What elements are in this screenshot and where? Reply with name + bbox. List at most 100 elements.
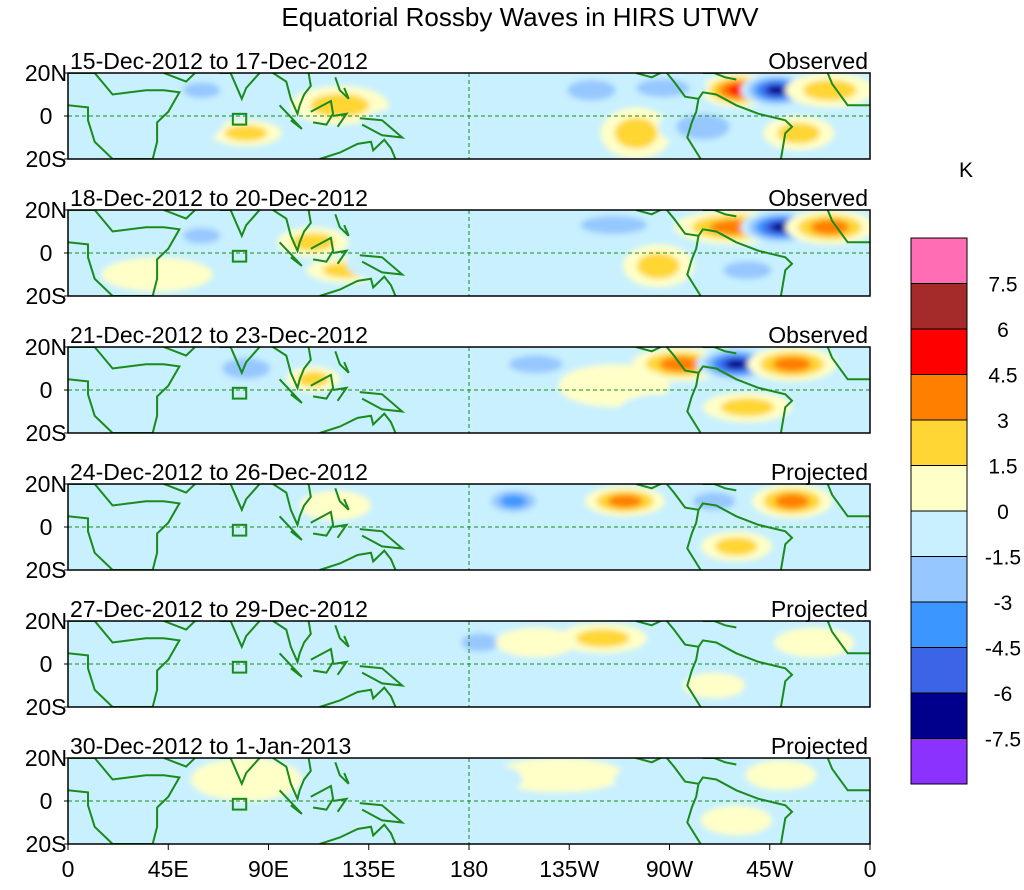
anomaly-contour <box>607 494 643 508</box>
panel: 24-Dec-2012 to 26-Dec-2012 Projected 20N 0 2… <box>25 459 871 583</box>
panels: 15-Dec-2012 to 17-Dec-2012 Observed 20N 0 20… <box>25 48 871 857</box>
anomaly-contour <box>723 261 772 280</box>
coastline <box>68 210 182 296</box>
x-tick-label: 90E <box>248 856 289 882</box>
anomaly-contour <box>636 253 680 279</box>
coastline <box>702 758 737 766</box>
coastline <box>826 621 870 655</box>
coastline <box>310 784 335 811</box>
y-tick-label: 20N <box>25 471 67 497</box>
coastline <box>163 210 196 220</box>
anomaly-contour <box>774 493 810 509</box>
anomaly-contour <box>810 219 849 235</box>
anomaly-contour <box>221 486 294 517</box>
region-box <box>231 660 248 674</box>
colorbar-swatch <box>910 328 968 375</box>
coastline <box>359 391 406 413</box>
x-tick-label: 45E <box>148 856 189 882</box>
panel: 30-Dec-2012 to 1-Jan-2013 Projected 20N 0 20… <box>25 733 871 857</box>
coastline <box>310 236 335 263</box>
panel-period: 15-Dec-2012 to 17-Dec-2012 <box>70 48 368 74</box>
colorbar-swatch <box>910 465 968 512</box>
coastline <box>278 652 303 678</box>
y-tick-label: 20N <box>25 334 67 360</box>
coastline <box>319 412 397 433</box>
coastline <box>826 347 870 381</box>
anomaly-contour <box>772 356 812 372</box>
anomaly-contour <box>182 82 221 98</box>
region-box <box>231 249 248 263</box>
panel-period: 24-Dec-2012 to 26-Dec-2012 <box>70 459 368 485</box>
coastline <box>359 802 406 824</box>
coastline <box>697 365 794 433</box>
y-tick-label: 0 <box>40 377 53 403</box>
coastlines <box>68 347 870 433</box>
coastline <box>319 138 397 159</box>
anomaly-contour <box>714 537 758 556</box>
region-box <box>231 523 248 537</box>
coastline <box>334 350 350 374</box>
coastline <box>826 484 870 518</box>
colorbar-label: -7.5 <box>985 729 1021 752</box>
panel-status: Projected <box>771 459 868 485</box>
y-tick-label: 20N <box>25 197 67 223</box>
coastline <box>334 213 350 237</box>
anomaly-contour <box>297 371 330 387</box>
coastline <box>635 347 702 433</box>
coastline <box>278 104 303 130</box>
panel-period: 30-Dec-2012 to 1-Jan-2013 <box>70 733 351 759</box>
coastline <box>826 758 870 792</box>
colorbar-swatch <box>910 738 968 785</box>
coastline <box>319 549 397 570</box>
coastline <box>359 254 406 276</box>
coastline <box>68 73 182 159</box>
coastline <box>359 528 406 550</box>
coastline <box>332 660 349 676</box>
coastline <box>359 665 406 687</box>
coastline <box>272 73 312 117</box>
anomaly-contour <box>580 216 648 235</box>
anomaly-contour <box>700 805 772 836</box>
x-tick-label: 135E <box>342 856 396 882</box>
coastline <box>319 823 397 844</box>
x-tick-label: 135W <box>539 856 599 882</box>
anomaly-contour <box>682 672 746 699</box>
coastline <box>319 275 397 296</box>
coastline <box>272 347 312 391</box>
coastline <box>332 797 349 813</box>
anomaly-contour <box>224 125 268 141</box>
anomaly-contour <box>310 93 370 117</box>
coastline <box>219 758 261 787</box>
anomaly-contour <box>491 758 625 793</box>
anomaly-contour <box>636 79 690 98</box>
anomaly-contour <box>745 760 817 791</box>
anomaly-contour <box>461 633 499 652</box>
panel-status: Projected <box>771 596 868 622</box>
coastline <box>278 378 303 404</box>
coastline <box>219 621 261 650</box>
x-tick-label: 180 <box>450 856 488 882</box>
y-tick-label: 20S <box>26 420 67 446</box>
colorbar-label: 7.5 <box>988 274 1017 297</box>
coastlines <box>68 758 870 844</box>
y-tick-label: 20S <box>26 283 67 309</box>
coastline <box>332 249 349 265</box>
anomaly-field <box>206 347 837 429</box>
colorbar-label: -3 <box>994 592 1013 615</box>
y-tick-label: 20S <box>26 694 67 720</box>
coastline <box>635 484 702 570</box>
coastline <box>635 210 702 296</box>
coastlines <box>68 621 870 707</box>
anomaly-field <box>221 484 833 562</box>
anomaly-contour <box>614 117 658 149</box>
coastline <box>697 639 794 707</box>
anomaly-field <box>101 210 870 292</box>
coastline <box>359 117 406 139</box>
panel-period: 21-Dec-2012 to 23-Dec-2012 <box>70 322 368 348</box>
coastline <box>702 347 737 355</box>
y-tick-label: 20S <box>26 557 67 583</box>
coastline <box>272 210 312 254</box>
coastline <box>68 347 182 433</box>
colorbar-swatch <box>910 601 968 648</box>
coastline <box>163 758 196 768</box>
